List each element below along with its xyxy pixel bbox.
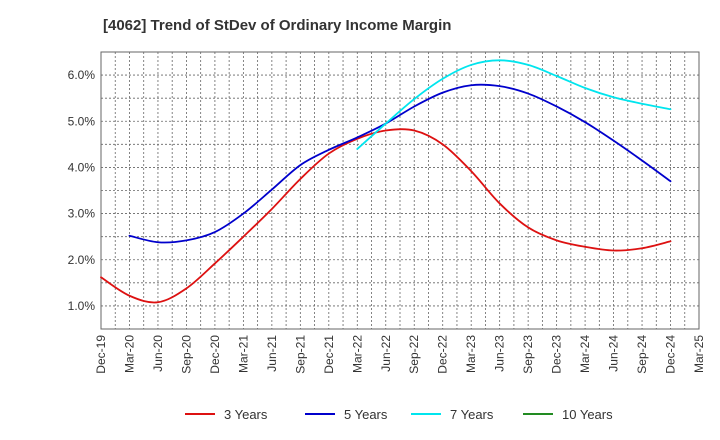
- x-tick-label: Mar-23: [464, 335, 478, 373]
- legend: 3 Years 5 Years 7 Years 10 Years: [185, 407, 613, 422]
- y-tick-label: 1.0%: [68, 299, 96, 313]
- x-tick-label: Dec-24: [664, 335, 678, 374]
- legend-label: 3 Years: [224, 407, 268, 422]
- x-tick-label: Sep-21: [293, 335, 307, 374]
- series-lines: [100, 59, 672, 304]
- legend-label: 10 Years: [562, 407, 613, 422]
- x-tick-label: Mar-22: [350, 335, 364, 373]
- legend-label: 5 Years: [344, 407, 388, 422]
- y-tick-label: 5.0%: [68, 114, 96, 128]
- x-tick-label: Mar-20: [122, 335, 136, 373]
- y-tick-label: 2.0%: [68, 253, 96, 267]
- x-tick-label: Mar-21: [236, 335, 250, 373]
- x-tick-label: Mar-25: [692, 335, 706, 373]
- x-tick-label: Sep-20: [179, 335, 193, 374]
- x-tick-label: Dec-19: [94, 335, 108, 374]
- x-tick-label: Jun-24: [607, 335, 621, 372]
- series-line-2: [128, 83, 672, 244]
- x-tick-label: Sep-23: [521, 335, 535, 374]
- x-tick-label: Sep-24: [635, 335, 649, 374]
- x-tick-label: Sep-22: [407, 335, 421, 374]
- y-tick-label: 6.0%: [68, 68, 96, 82]
- x-tick-label: Mar-24: [578, 335, 592, 373]
- x-tick-label: Jun-23: [493, 335, 507, 372]
- x-tick-label: Dec-22: [436, 335, 450, 374]
- x-tick-label: Dec-21: [322, 335, 336, 374]
- x-tick-label: Jun-21: [265, 335, 279, 372]
- x-tick-label: Jun-22: [379, 335, 393, 372]
- chart-title: [4062] Trend of StDev of Ordinary Income…: [103, 17, 451, 34]
- plot-area: [100, 51, 700, 330]
- x-tick-label: Dec-23: [550, 335, 564, 374]
- legend-label: 7 Years: [450, 407, 494, 422]
- y-tick-label: 4.0%: [68, 160, 96, 174]
- y-axis-ticks: 1.0% 2.0% 3.0% 4.0% 5.0% 6.0%: [68, 68, 96, 313]
- series-line-1: [100, 128, 672, 304]
- series-line-3: [356, 59, 672, 150]
- y-tick-label: 3.0%: [68, 207, 96, 221]
- x-tick-label: Jun-20: [151, 335, 165, 372]
- x-axis-ticks: Dec-19 Mar-20 Jun-20 Sep-20 Dec-20 Mar-21 Jun-…: [94, 335, 706, 374]
- x-tick-label: Dec-20: [208, 335, 222, 374]
